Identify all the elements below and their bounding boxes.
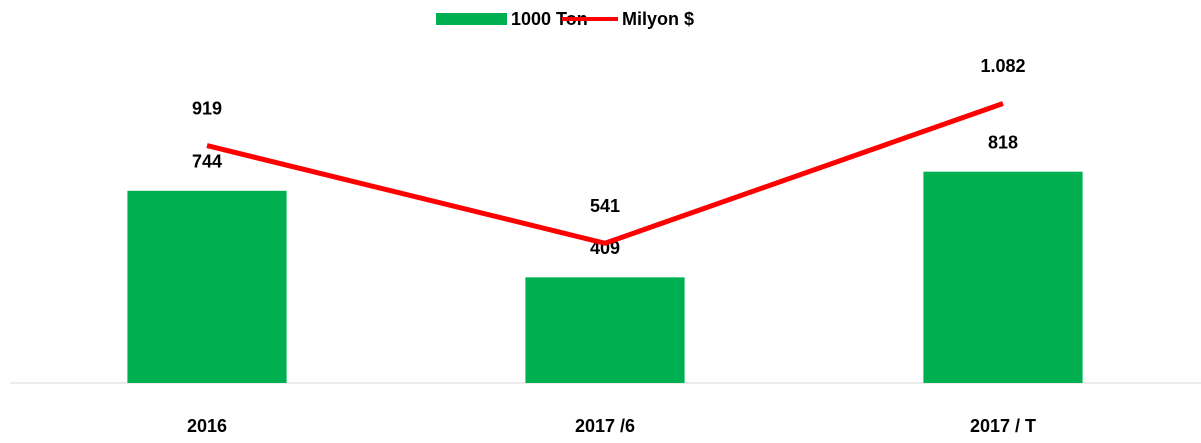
data-label: 541 [590, 196, 620, 216]
x-tick-label: 2017 / T [970, 416, 1036, 436]
bar [923, 171, 1083, 383]
data-label: 919 [192, 98, 222, 118]
data-label: 1.082 [980, 56, 1025, 76]
x-tick-label: 2017 /6 [575, 416, 635, 436]
data-label: 744 [192, 152, 222, 172]
legend-swatch [436, 13, 507, 25]
x-tick-label: 2016 [187, 416, 227, 436]
legend-label: 1000 Ton [511, 9, 588, 29]
line [206, 101, 1004, 246]
bar [525, 277, 685, 383]
data-label: 818 [988, 132, 1018, 152]
bar [127, 190, 287, 383]
legend-label: Milyon $ [622, 9, 694, 29]
